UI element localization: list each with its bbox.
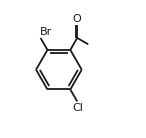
Text: Cl: Cl <box>72 103 83 112</box>
Text: Br: Br <box>40 27 52 37</box>
Text: O: O <box>72 14 81 24</box>
